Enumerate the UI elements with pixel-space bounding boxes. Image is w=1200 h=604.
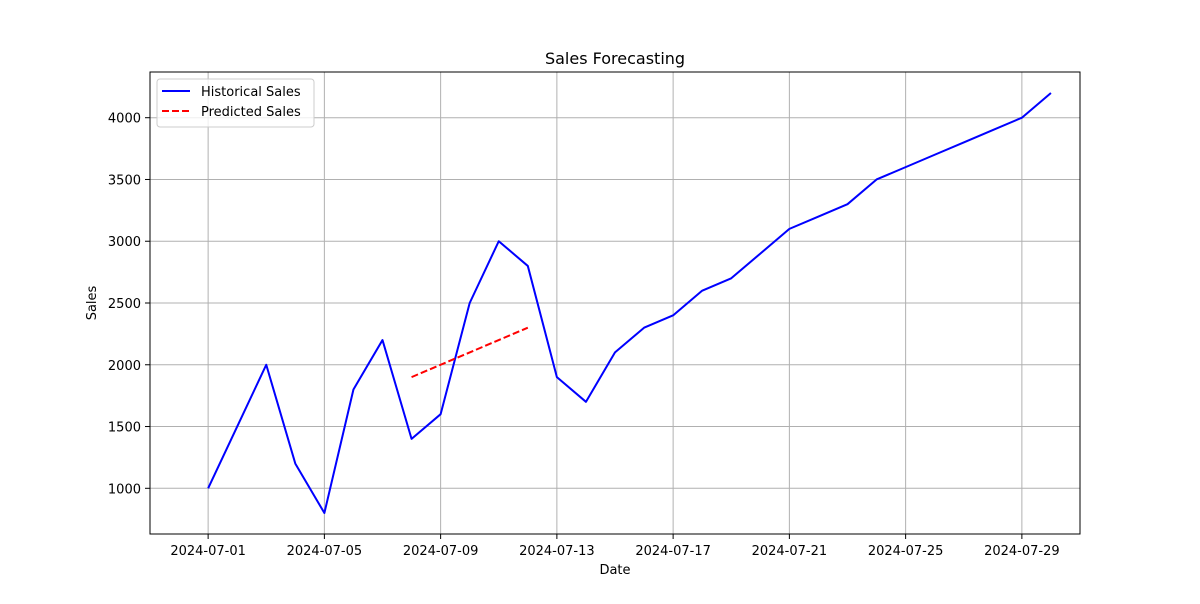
y-tick-label: 1500 [108,421,141,436]
y-tick-label: 2000 [108,359,141,374]
x-tick-label: 2024-07-05 [287,544,363,559]
legend-label: Historical Sales [201,85,301,100]
y-tick-label: 2500 [108,297,141,312]
grid-lines [150,72,1080,534]
x-tick-label: 2024-07-29 [984,544,1060,559]
y-tick-label: 1000 [108,482,141,497]
x-tick-label: 2024-07-01 [170,544,246,559]
series-predicted-sales [411,326,529,379]
y-axis-label: Sales [85,285,100,320]
series-historical-sales [207,92,1052,514]
series-layer [207,92,1052,514]
x-axis-ticks: 2024-07-01 2024-07-05 2024-07-09 2024-07-13… [170,534,1060,559]
x-tick-label: 2024-07-17 [635,544,711,559]
chart-title: Sales Forecasting [545,49,685,68]
series-line [411,326,529,379]
x-tick-label: 2024-07-25 [868,544,944,559]
x-tick-label: 2024-07-21 [752,544,828,559]
x-axis-label: Date [599,563,630,578]
x-tick-label: 2024-07-13 [519,544,595,559]
y-axis-ticks: 1000 1500 2000 2500 3000 3500 4000 [108,112,150,497]
y-tick-label: 3500 [108,173,141,188]
x-tick-label: 2024-07-09 [403,544,479,559]
legend-label: Predicted Sales [201,105,301,120]
y-tick-label: 3000 [108,235,141,250]
y-tick-label: 4000 [108,112,141,127]
series-line [207,92,1052,514]
legend-box [156,78,315,128]
legend: Historical Sales Predicted Sales [156,78,315,128]
